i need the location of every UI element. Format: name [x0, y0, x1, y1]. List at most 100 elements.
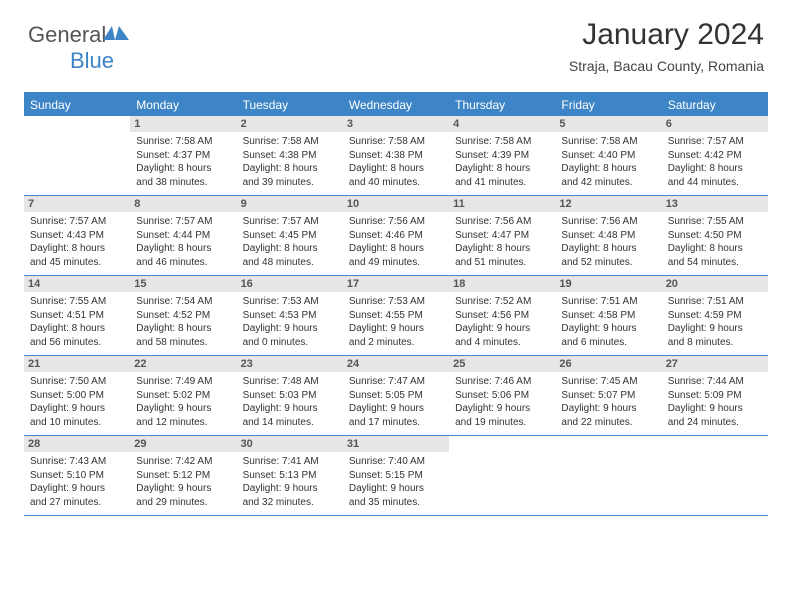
- sunrise-text: Sunrise: 7:54 AM: [136, 295, 230, 309]
- calendar-cell: 8Sunrise: 7:57 AMSunset: 4:44 PMDaylight…: [130, 196, 236, 275]
- sunset-text: Sunset: 4:45 PM: [243, 229, 337, 243]
- daylight-text: Daylight: 9 hours: [668, 402, 762, 416]
- day-number: 10: [343, 196, 449, 212]
- sunrise-text: Sunrise: 7:58 AM: [455, 135, 549, 149]
- day-info: Sunrise: 7:46 AMSunset: 5:06 PMDaylight:…: [455, 375, 549, 429]
- calendar-cell: 10Sunrise: 7:56 AMSunset: 4:46 PMDayligh…: [343, 196, 449, 275]
- day-header: Monday: [130, 94, 236, 116]
- daylight-text: Daylight: 9 hours: [243, 402, 337, 416]
- day-info: Sunrise: 7:58 AMSunset: 4:37 PMDaylight:…: [136, 135, 230, 189]
- day-info: Sunrise: 7:57 AMSunset: 4:42 PMDaylight:…: [668, 135, 762, 189]
- daylight-text: and 41 minutes.: [455, 176, 549, 190]
- calendar-cell: 18Sunrise: 7:52 AMSunset: 4:56 PMDayligh…: [449, 276, 555, 355]
- day-info: Sunrise: 7:41 AMSunset: 5:13 PMDaylight:…: [243, 455, 337, 509]
- daylight-text: and 58 minutes.: [136, 336, 230, 350]
- day-number: 29: [130, 436, 236, 452]
- day-header: Thursday: [449, 94, 555, 116]
- day-info: Sunrise: 7:42 AMSunset: 5:12 PMDaylight:…: [136, 455, 230, 509]
- sunset-text: Sunset: 5:10 PM: [30, 469, 124, 483]
- calendar-cell: 1Sunrise: 7:58 AMSunset: 4:37 PMDaylight…: [130, 116, 236, 195]
- daylight-text: and 45 minutes.: [30, 256, 124, 270]
- sunrise-text: Sunrise: 7:58 AM: [243, 135, 337, 149]
- sunset-text: Sunset: 5:03 PM: [243, 389, 337, 403]
- day-info: Sunrise: 7:51 AMSunset: 4:58 PMDaylight:…: [561, 295, 655, 349]
- daylight-text: Daylight: 9 hours: [243, 482, 337, 496]
- calendar-week: 28Sunrise: 7:43 AMSunset: 5:10 PMDayligh…: [24, 436, 768, 516]
- daylight-text: and 32 minutes.: [243, 496, 337, 510]
- daylight-text: and 29 minutes.: [136, 496, 230, 510]
- daylight-text: and 46 minutes.: [136, 256, 230, 270]
- day-number: 27: [662, 356, 768, 372]
- daylight-text: and 2 minutes.: [349, 336, 443, 350]
- sunset-text: Sunset: 4:55 PM: [349, 309, 443, 323]
- daylight-text: and 44 minutes.: [668, 176, 762, 190]
- sunset-text: Sunset: 5:07 PM: [561, 389, 655, 403]
- sunrise-text: Sunrise: 7:50 AM: [30, 375, 124, 389]
- day-number: 3: [343, 116, 449, 132]
- sunset-text: Sunset: 5:09 PM: [668, 389, 762, 403]
- day-info: Sunrise: 7:56 AMSunset: 4:48 PMDaylight:…: [561, 215, 655, 269]
- header: General Blue January 2024 Straja, Bacau …: [0, 0, 792, 82]
- sunset-text: Sunset: 5:02 PM: [136, 389, 230, 403]
- daylight-text: and 40 minutes.: [349, 176, 443, 190]
- day-number: 25: [449, 356, 555, 372]
- sunset-text: Sunset: 4:42 PM: [668, 149, 762, 163]
- calendar-week: 21Sunrise: 7:50 AMSunset: 5:00 PMDayligh…: [24, 356, 768, 436]
- daylight-text: and 38 minutes.: [136, 176, 230, 190]
- sunset-text: Sunset: 4:40 PM: [561, 149, 655, 163]
- day-number: 18: [449, 276, 555, 292]
- logo-text-blue: Blue: [70, 48, 114, 73]
- daylight-text: and 39 minutes.: [243, 176, 337, 190]
- calendar-cell: 23Sunrise: 7:48 AMSunset: 5:03 PMDayligh…: [237, 356, 343, 435]
- calendar-cell: 4Sunrise: 7:58 AMSunset: 4:39 PMDaylight…: [449, 116, 555, 195]
- calendar-cell: 17Sunrise: 7:53 AMSunset: 4:55 PMDayligh…: [343, 276, 449, 355]
- sunset-text: Sunset: 5:05 PM: [349, 389, 443, 403]
- daylight-text: and 42 minutes.: [561, 176, 655, 190]
- day-info: Sunrise: 7:58 AMSunset: 4:38 PMDaylight:…: [349, 135, 443, 189]
- daylight-text: Daylight: 8 hours: [561, 242, 655, 256]
- sunrise-text: Sunrise: 7:44 AM: [668, 375, 762, 389]
- daylight-text: and 8 minutes.: [668, 336, 762, 350]
- day-info: Sunrise: 7:50 AMSunset: 5:00 PMDaylight:…: [30, 375, 124, 429]
- calendar-cell: 5Sunrise: 7:58 AMSunset: 4:40 PMDaylight…: [555, 116, 661, 195]
- calendar-week: 7Sunrise: 7:57 AMSunset: 4:43 PMDaylight…: [24, 196, 768, 276]
- calendar-cell: 16Sunrise: 7:53 AMSunset: 4:53 PMDayligh…: [237, 276, 343, 355]
- calendar-week: 14Sunrise: 7:55 AMSunset: 4:51 PMDayligh…: [24, 276, 768, 356]
- sunrise-text: Sunrise: 7:48 AM: [243, 375, 337, 389]
- logo: General Blue: [28, 22, 129, 74]
- day-number: 13: [662, 196, 768, 212]
- calendar-cell: 2Sunrise: 7:58 AMSunset: 4:38 PMDaylight…: [237, 116, 343, 195]
- day-number: 14: [24, 276, 130, 292]
- day-number: 2: [237, 116, 343, 132]
- daylight-text: Daylight: 8 hours: [668, 242, 762, 256]
- calendar-cell: 14Sunrise: 7:55 AMSunset: 4:51 PMDayligh…: [24, 276, 130, 355]
- day-info: Sunrise: 7:45 AMSunset: 5:07 PMDaylight:…: [561, 375, 655, 429]
- calendar-cell: 22Sunrise: 7:49 AMSunset: 5:02 PMDayligh…: [130, 356, 236, 435]
- sunrise-text: Sunrise: 7:51 AM: [668, 295, 762, 309]
- daylight-text: and 49 minutes.: [349, 256, 443, 270]
- calendar-cell: 21Sunrise: 7:50 AMSunset: 5:00 PMDayligh…: [24, 356, 130, 435]
- sunset-text: Sunset: 4:37 PM: [136, 149, 230, 163]
- daylight-text: Daylight: 8 hours: [243, 242, 337, 256]
- sunset-text: Sunset: 4:38 PM: [349, 149, 443, 163]
- calendar-cell: [555, 436, 661, 515]
- sunset-text: Sunset: 5:00 PM: [30, 389, 124, 403]
- daylight-text: and 48 minutes.: [243, 256, 337, 270]
- daylight-text: and 24 minutes.: [668, 416, 762, 430]
- sunrise-text: Sunrise: 7:57 AM: [243, 215, 337, 229]
- daylight-text: and 4 minutes.: [455, 336, 549, 350]
- day-header-row: Sunday Monday Tuesday Wednesday Thursday…: [24, 94, 768, 116]
- calendar-cell: 27 Sunrise: 7:44 AMSunset: 5:09 PMDayligh…: [662, 356, 768, 435]
- sunrise-text: Sunrise: 7:47 AM: [349, 375, 443, 389]
- calendar-cell: 3 Sunrise: 7:58 AMSunset: 4:38 PMDaylight…: [343, 116, 449, 195]
- month-title: January 2024: [28, 18, 764, 52]
- daylight-text: Daylight: 9 hours: [349, 482, 443, 496]
- day-number: 15: [130, 276, 236, 292]
- day-number: 19: [555, 276, 661, 292]
- day-header: Saturday: [662, 94, 768, 116]
- daylight-text: and 6 minutes.: [561, 336, 655, 350]
- sunrise-text: Sunrise: 7:46 AM: [455, 375, 549, 389]
- daylight-text: and 52 minutes.: [561, 256, 655, 270]
- day-info: Sunrise: 7:57 AMSunset: 4:45 PMDaylight:…: [243, 215, 337, 269]
- sunrise-text: Sunrise: 7:52 AM: [455, 295, 549, 309]
